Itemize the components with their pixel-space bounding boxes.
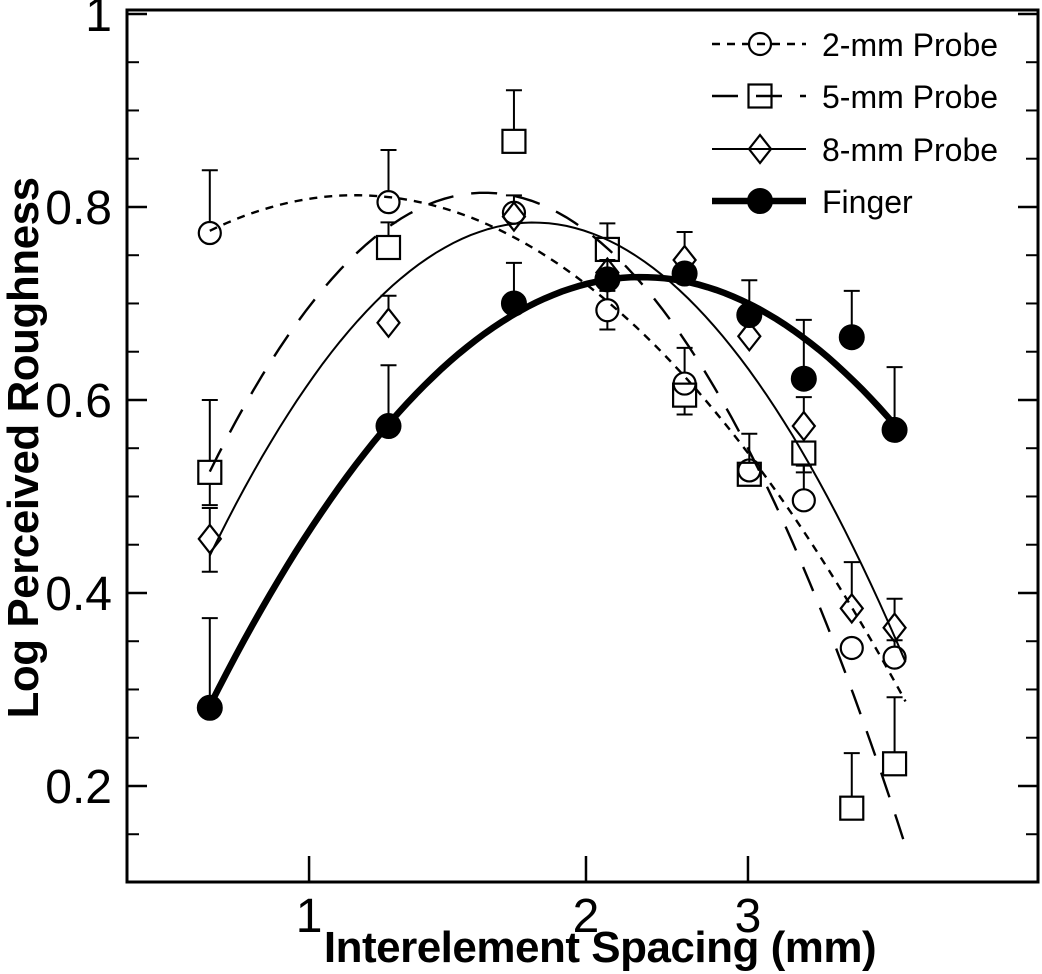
- series-curve-2-mm-probe: [209, 193, 907, 702]
- data-point-marker: [375, 234, 402, 261]
- legend-label-5-mm-probe: 5-mm Probe: [822, 79, 998, 115]
- y-axis-ticks-left: 1 0.8 0.6 0.4 0.2: [45, 0, 147, 836]
- y-axis-ticks-right: [1018, 12, 1038, 836]
- y-axis-title: Log Perceived Roughness: [0, 177, 48, 718]
- y-tick-label-0.8: 0.8: [45, 182, 112, 235]
- data-point-marker: [839, 635, 864, 661]
- data-point-marker: [196, 694, 223, 721]
- data-point-marker: [736, 461, 762, 487]
- legend-item-2-mm-probe: 2-mm Probe: [712, 27, 998, 63]
- data-point-marker: [881, 416, 908, 443]
- plot-frame: [125, 8, 1040, 884]
- series-markers-2-mm-probe: [197, 190, 907, 670]
- error-bars: [201, 89, 903, 797]
- data-point-marker: [791, 488, 816, 513]
- data-point-marker: [500, 290, 527, 317]
- data-point-marker: [594, 266, 621, 293]
- series-curve-5-mm-probe: [208, 191, 907, 847]
- x-tick-label-3: 3: [735, 890, 762, 943]
- legend-item-5-mm-probe: 5-mm Probe: [712, 79, 998, 115]
- data-point-marker: [747, 133, 773, 165]
- data-point-marker: [838, 324, 865, 351]
- data-point-marker: [375, 413, 402, 440]
- series-curve-finger: [206, 273, 899, 708]
- x-axis-ticks: 1 2 3: [296, 856, 762, 943]
- data-point-marker: [501, 128, 527, 154]
- y-tick-label-0.4: 0.4: [45, 568, 112, 621]
- data-point-marker: [594, 236, 620, 263]
- legend-label-finger: Finger: [822, 184, 913, 220]
- data-point-markers: [196, 128, 908, 821]
- y-tick-label-0.2: 0.2: [45, 761, 112, 814]
- data-point-marker: [197, 459, 223, 485]
- data-point-marker: [672, 244, 698, 276]
- data-point-marker: [501, 200, 527, 225]
- series-errorbars-finger: [201, 259, 903, 696]
- series-markers-5-mm-probe: [197, 128, 908, 821]
- data-point-marker: [839, 795, 865, 821]
- legend-label-2-mm-probe: 2-mm Probe: [822, 27, 998, 63]
- data-point-marker: [501, 200, 527, 233]
- legend-label-8-mm-probe: 8-mm Probe: [822, 132, 998, 168]
- series-errorbars-8-mm-probe: [201, 231, 903, 614]
- data-point-marker: [197, 523, 223, 555]
- data-point-marker: [747, 83, 773, 109]
- legend-item-finger: Finger: [712, 184, 913, 220]
- data-point-marker: [790, 365, 817, 392]
- data-point-marker: [672, 382, 698, 408]
- x-tick-label-2: 2: [573, 890, 600, 943]
- legend: 2-mm Probe 5-mm Probe 8-mm Probe Finger: [712, 27, 998, 220]
- data-point-marker: [376, 190, 401, 215]
- y-tick-label-1: 1: [85, 0, 112, 42]
- series-errorbars-5-mm-probe: [201, 89, 903, 797]
- data-point-marker: [595, 298, 620, 323]
- data-point-marker: [882, 611, 907, 644]
- data-point-marker: [791, 410, 817, 442]
- series-curve-8-mm-probe: [208, 221, 907, 663]
- data-point-marker: [791, 440, 817, 466]
- data-point-marker: [747, 188, 773, 214]
- data-point-marker: [594, 256, 620, 289]
- series-markers-8-mm-probe: [197, 200, 907, 644]
- data-point-marker: [839, 592, 865, 625]
- data-point-marker: [376, 306, 401, 339]
- legend-item-8-mm-probe: 8-mm Probe: [712, 132, 998, 168]
- data-point-marker: [672, 371, 697, 396]
- y-tick-label-0.6: 0.6: [45, 375, 112, 428]
- x-tick-label-1: 1: [296, 890, 323, 943]
- x-axis-title: Interelement Spacing (mm): [324, 923, 876, 972]
- data-point-marker: [736, 302, 763, 329]
- data-point-marker: [881, 751, 908, 777]
- data-point-marker: [736, 320, 762, 353]
- fit-curves: [206, 191, 907, 847]
- data-point-marker: [197, 220, 222, 246]
- data-point-marker: [747, 31, 773, 57]
- data-point-marker: [737, 458, 762, 483]
- data-point-marker: [882, 645, 907, 670]
